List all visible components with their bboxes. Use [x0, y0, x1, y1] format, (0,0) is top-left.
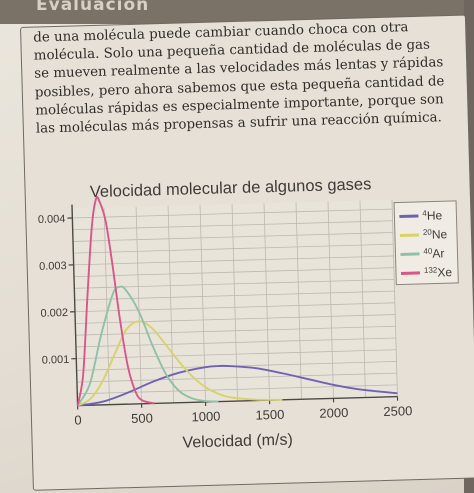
series-line-xe	[76, 196, 155, 406]
x-tick-label: 1500	[255, 407, 284, 423]
grid-line-horizontal	[73, 255, 394, 266]
legend-mass-number: 20	[423, 228, 433, 237]
legend-label: 4He	[422, 208, 443, 223]
grid-line-horizontal	[73, 267, 394, 278]
legend-mass-number: 40	[423, 247, 433, 256]
x-tick-label: 500	[131, 410, 153, 426]
legend-mass-number: 132	[424, 265, 438, 274]
grid-line-horizontal	[72, 232, 393, 242]
legend-label: 40Ar	[423, 246, 444, 261]
legend-mass-number: 4	[422, 209, 427, 218]
legend-box	[393, 200, 459, 286]
legend-element-symbol: Ar	[432, 246, 444, 260]
y-tick-label: 0.002	[40, 307, 68, 320]
legend-swatch	[400, 271, 421, 275]
legend-swatch	[400, 252, 420, 256]
chart-title: Velocidad molecular de algunos gases	[90, 175, 372, 201]
y-axis-line	[71, 204, 79, 406]
series-line-ne	[77, 320, 283, 407]
y-tick-label: 0.004	[38, 213, 66, 226]
grid-line-horizontal	[72, 220, 393, 231]
series-line-ar	[76, 285, 219, 407]
grid-line-horizontal	[75, 337, 396, 348]
axes: 0.001 0.002 0.003 0.004 0 500 1000 1500 2000 2500	[38, 204, 413, 428]
grid-line-horizontal	[72, 208, 393, 219]
reading-panel: de una molécula puede cambiar cuando cho…	[20, 14, 474, 491]
legend-label: 20Ne	[423, 227, 448, 242]
legend-swatch	[399, 214, 419, 218]
x-tick-label: 1000	[191, 409, 220, 425]
x-tick-label: 2000	[319, 405, 348, 421]
legend-element-symbol: He	[427, 208, 443, 222]
speed-distribution-chart: Velocidad molecular de algunos gases 0.0…	[38, 175, 459, 452]
y-tick-label: 0.001	[42, 354, 70, 367]
grid-line-horizontal	[76, 372, 397, 383]
grid-line-horizontal	[74, 302, 395, 313]
grid-line-horizontal	[74, 290, 395, 301]
section-title: Evaluación	[36, 0, 150, 15]
legend-element-symbol: Ne	[432, 227, 448, 241]
legend-label: 132Xe	[424, 265, 453, 280]
grid-line-horizontal	[74, 278, 395, 289]
x-tick-label: 2500	[383, 403, 412, 419]
grid-line-horizontal	[76, 349, 397, 360]
grid	[71, 199, 398, 406]
x-tick-label: 0	[74, 412, 82, 427]
x-axis-line	[77, 395, 398, 407]
series-lines	[76, 196, 398, 407]
legend: 4He 20Ne 40Ar 132Xe	[393, 200, 459, 286]
legend-element-symbol: Xe	[437, 265, 452, 279]
grid-line-horizontal	[75, 325, 396, 336]
legend-swatch	[399, 233, 420, 237]
grid-line-horizontal	[73, 243, 394, 254]
x-axis-label: Velocidad (m/s)	[182, 432, 293, 452]
series-line-he	[77, 364, 398, 407]
y-tick-label: 0.003	[39, 260, 67, 273]
grid-line-horizontal	[75, 314, 396, 324]
